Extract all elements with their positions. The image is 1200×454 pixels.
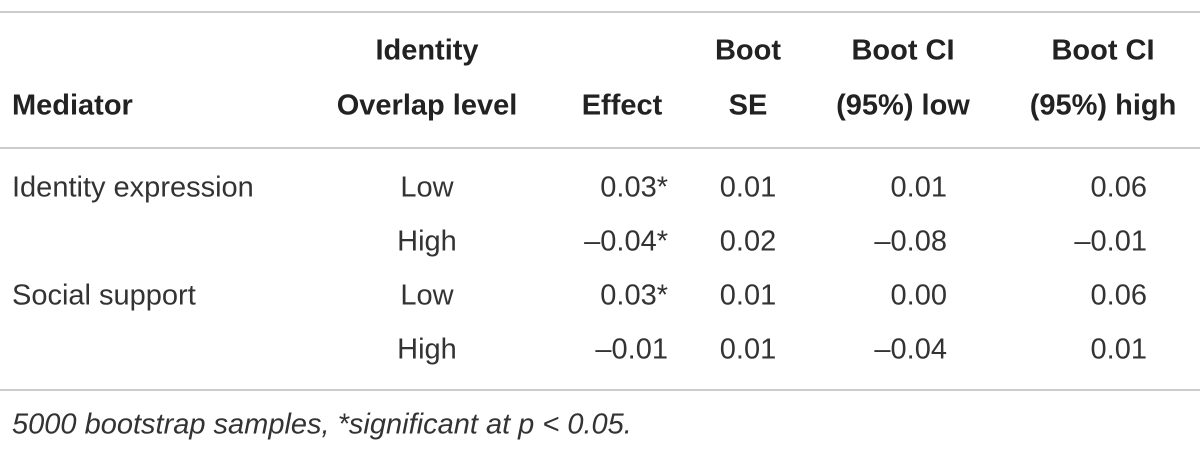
table-cell: 0.06 xyxy=(1091,172,1147,204)
table-cell: 0.03* xyxy=(600,280,668,312)
table-cell: High xyxy=(397,226,457,258)
column-header: Boot xyxy=(715,35,781,67)
table-cell: –0.04* xyxy=(584,226,668,258)
column-header: Boot CI xyxy=(851,35,954,67)
table-cell: 0.01 xyxy=(720,334,776,366)
table-cell: 0.01 xyxy=(720,172,776,204)
footnote: 5000 bootstrap samples, *significant at … xyxy=(12,409,632,441)
table-cell: 0.01 xyxy=(1091,334,1147,366)
table-cell: Low xyxy=(400,172,454,204)
table-cell: 0.03* xyxy=(600,172,668,204)
table-cell: 0.06 xyxy=(1091,280,1147,312)
table-cell: Low xyxy=(400,280,454,312)
table-cell: –0.08 xyxy=(874,226,947,258)
table-cell: 0.01 xyxy=(891,172,947,204)
column-header: (95%) low xyxy=(836,90,970,122)
column-header: SE xyxy=(729,90,768,122)
table-cell: 0.01 xyxy=(720,280,776,312)
table-cell: –0.04 xyxy=(874,334,947,366)
column-header: Identity xyxy=(375,35,478,67)
mediator-label: Social support xyxy=(12,280,196,312)
column-header: (95%) high xyxy=(1030,90,1177,122)
column-header: Overlap level xyxy=(337,90,518,122)
table-cell: 0.00 xyxy=(891,280,947,312)
column-header: Boot CI xyxy=(1051,35,1154,67)
column-header: Effect xyxy=(582,90,663,122)
table-cell: 0.02 xyxy=(720,226,776,258)
table-cell: –0.01 xyxy=(1074,226,1147,258)
table-cell: High xyxy=(397,334,457,366)
mediator-label: Identity expression xyxy=(12,172,254,204)
column-header: Mediator xyxy=(12,90,133,122)
table-cell: –0.01 xyxy=(595,334,668,366)
